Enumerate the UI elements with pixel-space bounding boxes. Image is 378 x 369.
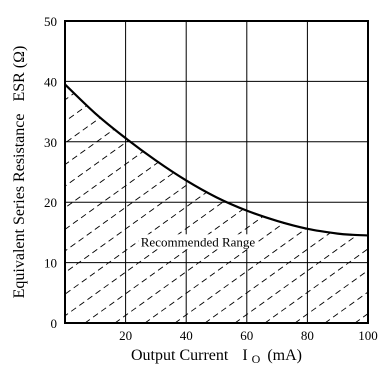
hatch-line	[264, 84, 368, 323]
hatch-line	[65, 84, 266, 323]
y-tick-label: 20	[44, 195, 57, 210]
hatch-line	[324, 84, 368, 323]
grid-lines	[65, 20, 369, 324]
hatch-line	[65, 84, 296, 323]
y-axis-label: Equivalent Series Resistance ESR (Ω)	[11, 46, 28, 299]
hatch-line	[174, 84, 368, 323]
hatch-line	[234, 84, 368, 323]
y-tick-labels: 0 10 20 30 40 50	[44, 14, 57, 331]
annotation-background	[138, 234, 258, 250]
hatch-line	[65, 84, 236, 323]
plot-frame	[64, 20, 369, 324]
x-tick-label: 20	[119, 328, 132, 343]
hatch-line	[204, 84, 368, 323]
hatch-line	[354, 84, 368, 323]
x-axis-label-symbol: I	[242, 347, 247, 364]
y-tick-label: 40	[44, 74, 57, 89]
y-axis-label-short: ESR (Ω)	[11, 46, 28, 102]
hatch-line	[65, 84, 326, 323]
x-axis-label-subscript: O	[252, 352, 261, 366]
hatch-line	[65, 84, 368, 323]
x-axis-label: Output Current I O (mA)	[131, 347, 302, 367]
hatch-line	[65, 84, 368, 323]
y-tick-label: 0	[51, 316, 58, 331]
hatch-line	[65, 84, 368, 323]
x-tick-label: 100	[358, 328, 378, 343]
y-tick-label: 30	[44, 135, 57, 150]
esr-curve	[64, 83, 369, 237]
x-axis-label-unit: (mA)	[267, 347, 302, 364]
hatch-line	[65, 84, 356, 323]
y-tick-label: 10	[44, 256, 57, 271]
hatch-line	[84, 84, 368, 323]
x-tick-label: 80	[301, 328, 314, 343]
y-tick-label: 50	[44, 14, 57, 29]
hatch-line	[65, 84, 368, 323]
x-axis-label-text: Output Current	[131, 347, 229, 364]
y-axis-label-text: Equivalent Series Resistance	[11, 114, 28, 299]
recommended-range-label: Recommended Range	[141, 234, 256, 249]
hatch-line	[144, 84, 368, 323]
x-tick-label: 40	[180, 328, 193, 343]
recommended-range-hatching	[65, 84, 368, 323]
x-tick-label: 60	[240, 328, 253, 343]
x-tick-labels: 20 40 60 80 100	[119, 328, 378, 343]
